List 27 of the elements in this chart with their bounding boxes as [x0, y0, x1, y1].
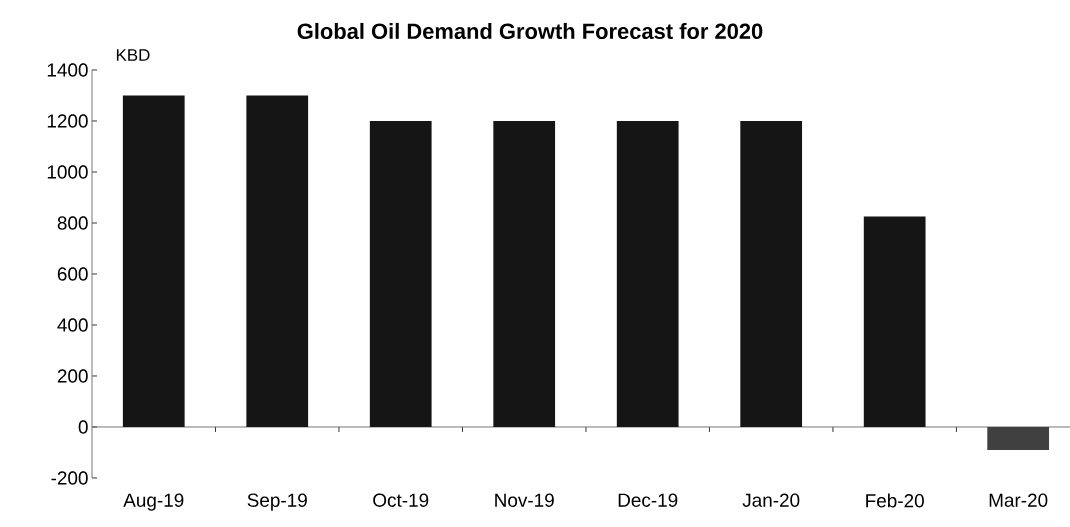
y-tick-label: 1400: [47, 63, 88, 77]
x-tick-label: Nov-19: [495, 493, 554, 507]
x-tick-label: Feb-20: [866, 493, 924, 508]
y-tick-label: 600: [57, 267, 88, 281]
x-tick-label: Jan-20: [742, 493, 800, 507]
x-tick-label: Dec-19: [618, 493, 678, 507]
y-tick-label: 1200: [47, 114, 88, 128]
y-tick-label: 200: [57, 369, 88, 383]
y-tick-label: 800: [57, 216, 88, 230]
y-tick-label: 400: [57, 318, 88, 332]
y-tick-label: 0: [78, 420, 88, 434]
x-tick-label: Mar-20: [989, 493, 1048, 507]
bar: [616, 120, 679, 427]
bar: [369, 120, 432, 427]
text: KBD: [116, 49, 150, 61]
y-tick-label: 1000: [47, 165, 88, 179]
bar: [246, 95, 309, 427]
bar: [122, 95, 185, 427]
chart-title: Global Oil Demand Growth Forecast for 2020: [297, 22, 763, 40]
x-tick-label: Aug-19: [123, 493, 184, 511]
bar: [987, 426, 1050, 450]
x-tick-label: Oct-19: [373, 493, 429, 507]
bar: [493, 120, 556, 427]
bar: [863, 216, 926, 427]
x-tick-label: Sep-19: [247, 493, 307, 511]
bar: [740, 120, 803, 427]
y-tick-label: -200: [51, 471, 88, 485]
